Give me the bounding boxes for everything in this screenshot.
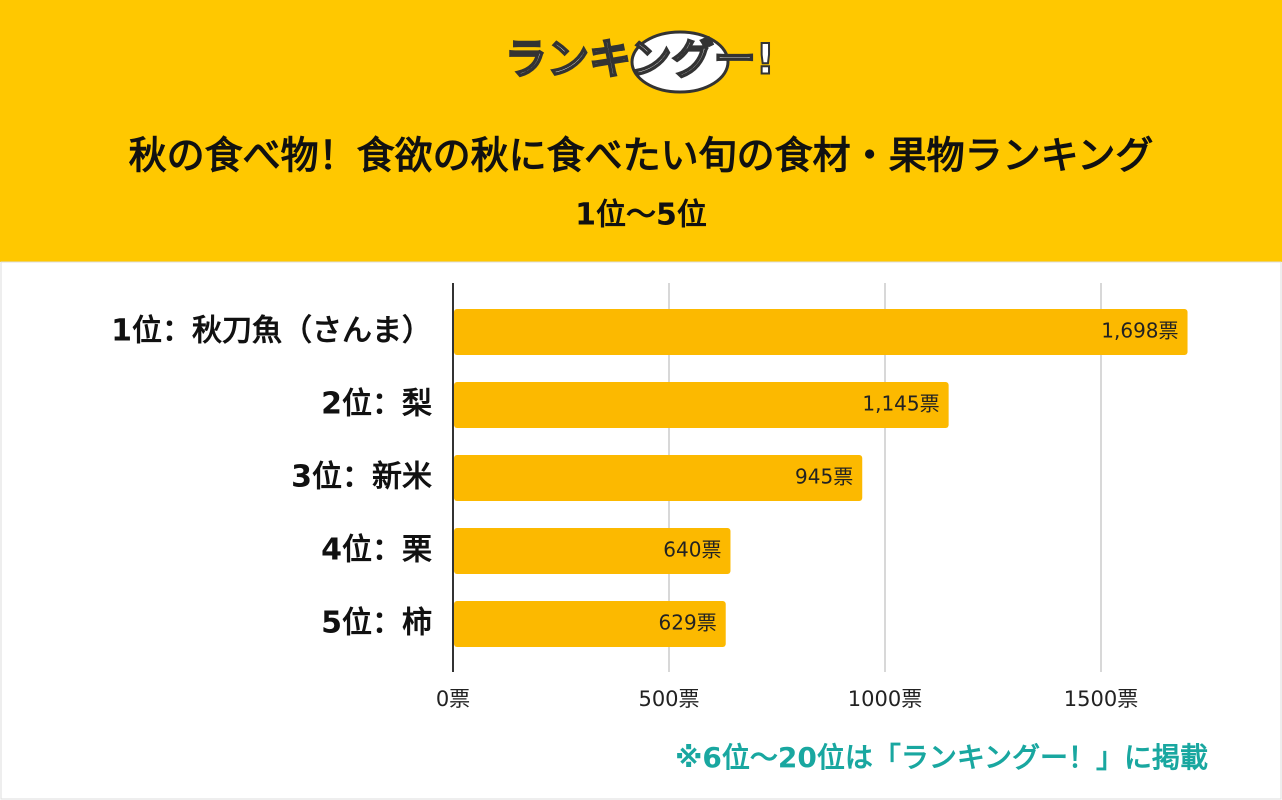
x-tick-label: 0票 (436, 687, 470, 711)
value-label: 1,145票 (862, 392, 939, 416)
value-label: 1,698票 (1101, 319, 1178, 343)
category-label: 2位：梨 (321, 387, 432, 422)
logo: ランキングー! (505, 35, 775, 84)
chart-subtitle: 1位〜5位 (575, 198, 707, 233)
category-label: 3位：新米 (291, 460, 432, 495)
category-label: 4位：栗 (321, 533, 432, 568)
value-label: 640票 (663, 538, 721, 562)
x-tick-label: 1500票 (1064, 687, 1138, 711)
bar (454, 528, 731, 574)
bar (454, 382, 949, 428)
x-tick-label: 500票 (638, 687, 699, 711)
logo-bubble (630, 30, 730, 94)
chart-title: 秋の食べ物！食欲の秋に食べたい旬の食材・果物ランキング (129, 134, 1154, 178)
footnote: ※6位〜20位は「ランキングー！」に掲載 (675, 741, 1208, 774)
bar (454, 455, 863, 501)
value-label: 945票 (795, 465, 853, 489)
x-tick-label: 1000票 (848, 687, 922, 711)
bar (454, 601, 726, 647)
value-label: 629票 (659, 611, 717, 635)
category-label: 5位：柿 (321, 606, 432, 641)
bar (454, 309, 1188, 355)
category-label: 1位：秋刀魚（さんま） (111, 314, 432, 349)
